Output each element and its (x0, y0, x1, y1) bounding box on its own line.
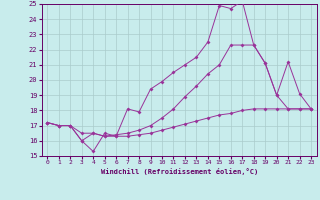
X-axis label: Windchill (Refroidissement éolien,°C): Windchill (Refroidissement éolien,°C) (100, 168, 258, 175)
